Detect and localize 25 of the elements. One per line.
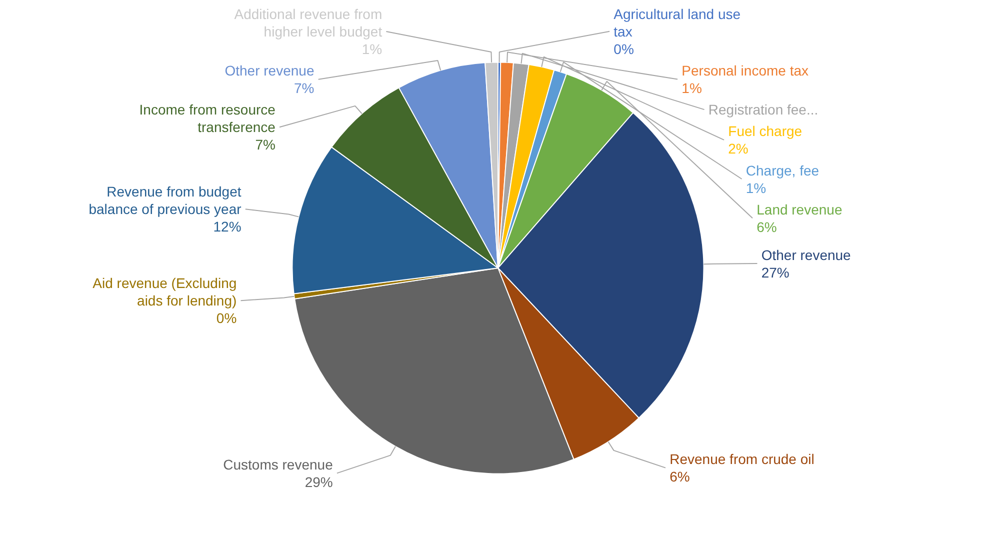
data-label: 1% xyxy=(746,180,766,196)
data-label: 1% xyxy=(682,80,702,96)
slice-label: Other revenue xyxy=(761,246,852,263)
data-label: 29% xyxy=(304,474,333,490)
slice-label: Other revenue xyxy=(224,62,314,79)
slice-label: Land revenue xyxy=(756,201,842,218)
data-label: 0% xyxy=(216,310,237,326)
data-label: 2% xyxy=(728,140,748,157)
slice-label: Income from resource transference xyxy=(139,102,276,136)
slice-label: Registration fee... xyxy=(708,102,818,118)
data-label: 27% xyxy=(761,264,790,280)
data-label: 7% xyxy=(294,80,314,96)
slice-label: Charge, fee xyxy=(746,162,820,178)
slice-label: Fuel charge xyxy=(728,123,802,140)
slice-label: Customs revenue xyxy=(223,456,334,472)
data-label: 12% xyxy=(213,218,242,235)
slice-label: Revenue from crude oil xyxy=(670,451,814,468)
data-label: 0% xyxy=(614,40,634,57)
slice-label: Personal income tax xyxy=(682,62,808,78)
slice-label: Revenue from budget balance of previous year xyxy=(88,184,242,218)
data-label: 6% xyxy=(670,468,690,485)
slice-label: Agricultural land use tax xyxy=(614,6,741,40)
data-label: 6% xyxy=(756,218,777,235)
slice-label: Aid revenue (Excluding aids for lending) xyxy=(92,275,237,309)
data-label: 7% xyxy=(255,136,276,153)
